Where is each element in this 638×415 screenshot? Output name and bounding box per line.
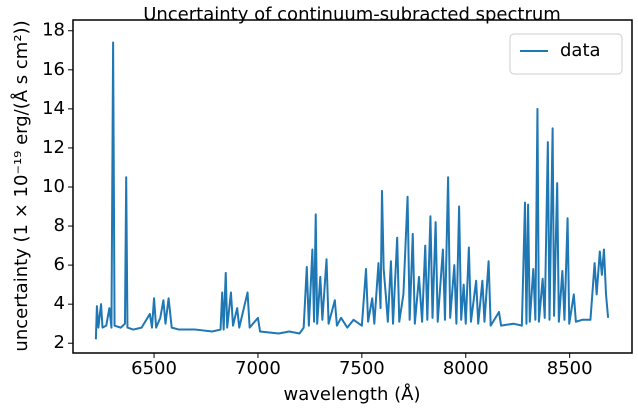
data-line [94, 41, 610, 340]
x-tick-label: 8500 [547, 358, 593, 379]
y-tick-label: 12 [42, 137, 65, 158]
x-tick-label: 7000 [235, 358, 281, 379]
x-tick-label: 6500 [131, 358, 177, 379]
x-tick-label: 8000 [443, 358, 489, 379]
y-axis-label: uncertainty (1 × 10⁻¹⁹ erg/(Å s cm²)) [10, 20, 32, 351]
chart-title: Uncertainty of continuum-subracted spect… [143, 4, 561, 25]
legend-box [509, 33, 623, 75]
y-tick-label: 4 [54, 293, 65, 314]
y-tick-label: 18 [42, 20, 65, 41]
x-tick-label: 7500 [339, 358, 385, 379]
y-tick-label: 2 [54, 332, 65, 353]
y-tick-label: 8 [54, 215, 65, 236]
x-axis-label: wavelength (Å) [284, 383, 421, 405]
y-tick-label: 10 [42, 176, 65, 197]
plot-frame [72, 19, 633, 354]
y-tick-label: 6 [54, 254, 65, 275]
y-tick-label: 14 [42, 98, 65, 119]
y-tick-label: 16 [42, 59, 65, 80]
legend-label: data [560, 40, 601, 61]
